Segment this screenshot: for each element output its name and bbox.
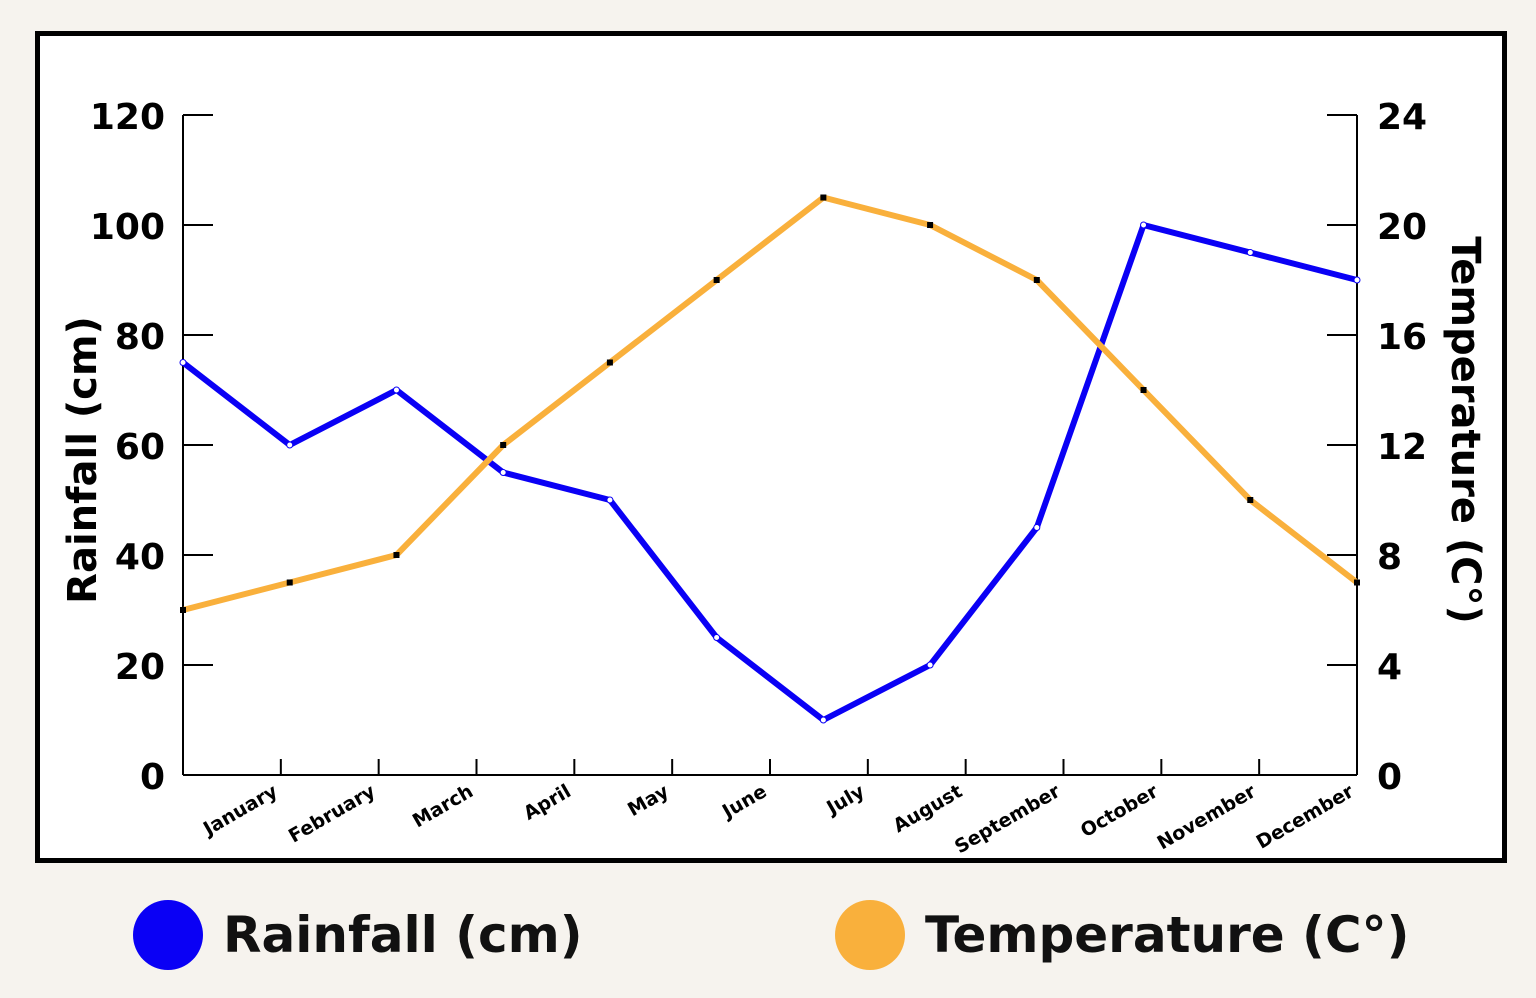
rainfall-point xyxy=(179,359,187,366)
y-axis-title-right: Temperature (C°) xyxy=(1442,236,1488,624)
y-tick-label-left: 80 xyxy=(115,317,165,358)
rainfall-point xyxy=(286,441,294,449)
rainfall-point xyxy=(1246,249,1254,256)
temperature-point xyxy=(1247,497,1254,503)
legend-temperature-label: Temperature (C°) xyxy=(925,906,1410,964)
legend-temperature: Temperature (C°) xyxy=(835,900,1409,970)
x-tick-label: May xyxy=(624,780,673,821)
legend-rainfall-swatch xyxy=(133,900,203,970)
x-tick-label: January xyxy=(198,780,282,841)
temperature-point xyxy=(1354,579,1360,586)
legend-rainfall-label: Rainfall (cm) xyxy=(223,906,583,964)
x-tick-label: November xyxy=(1153,780,1260,854)
y-tick-label-left: 100 xyxy=(90,207,165,248)
y-tick-label-right: 24 xyxy=(1377,97,1427,138)
x-tick-label: September xyxy=(951,780,1065,858)
legend-rainfall: Rainfall (cm) xyxy=(133,900,583,970)
y-tick-label-left: 20 xyxy=(115,647,165,688)
temperature-point xyxy=(927,222,934,228)
x-tick-label: July xyxy=(821,780,868,820)
temperature-point xyxy=(713,277,720,283)
x-tick-label: April xyxy=(520,780,575,824)
legend-temperature-swatch xyxy=(835,900,905,970)
rainfall-point xyxy=(819,716,827,724)
rainfall-point xyxy=(713,634,721,641)
series-line-1 xyxy=(182,194,1359,613)
rainfall-point xyxy=(499,469,507,476)
x-tick-label: March xyxy=(409,780,477,832)
y-tick-label-right: 0 xyxy=(1377,757,1402,798)
y-tick-label-right: 16 xyxy=(1377,317,1427,358)
temperature-point xyxy=(1033,277,1040,283)
series-line-0 xyxy=(181,222,1358,723)
temperature-point xyxy=(606,359,613,366)
temperature-point xyxy=(820,194,827,201)
temperature-point xyxy=(180,607,186,613)
rainfall-point xyxy=(1140,221,1148,229)
y-tick-label-left: 120 xyxy=(90,97,165,138)
rainfall-point xyxy=(1033,524,1041,531)
chart-frame xyxy=(35,31,1507,863)
x-tick-label: October xyxy=(1077,780,1163,842)
y-tick-label-right: 20 xyxy=(1377,207,1427,248)
temperature-point xyxy=(500,442,507,448)
y-tick-label-right: 8 xyxy=(1377,537,1402,578)
y-tick-label-right: 12 xyxy=(1377,427,1427,468)
temperature-point xyxy=(1140,387,1147,393)
x-tick-label: December xyxy=(1253,780,1358,854)
rainfall-point xyxy=(926,661,934,669)
x-tick-label: February xyxy=(285,780,380,847)
y-tick-label-left: 60 xyxy=(115,427,165,468)
y-tick-label-right: 4 xyxy=(1377,647,1402,688)
rainfall-point xyxy=(392,386,400,394)
rainfall-point xyxy=(606,496,614,504)
x-tick-label: June xyxy=(717,780,770,824)
y-tick-label-left: 40 xyxy=(115,537,165,578)
rainfall-point xyxy=(1353,276,1361,284)
temperature-point xyxy=(393,552,400,558)
temperature-point xyxy=(286,579,293,586)
x-tick-label: August xyxy=(890,780,967,837)
y-tick-label-left: 0 xyxy=(140,757,165,798)
y-axis-title-left: Rainfall (cm) xyxy=(60,316,106,604)
